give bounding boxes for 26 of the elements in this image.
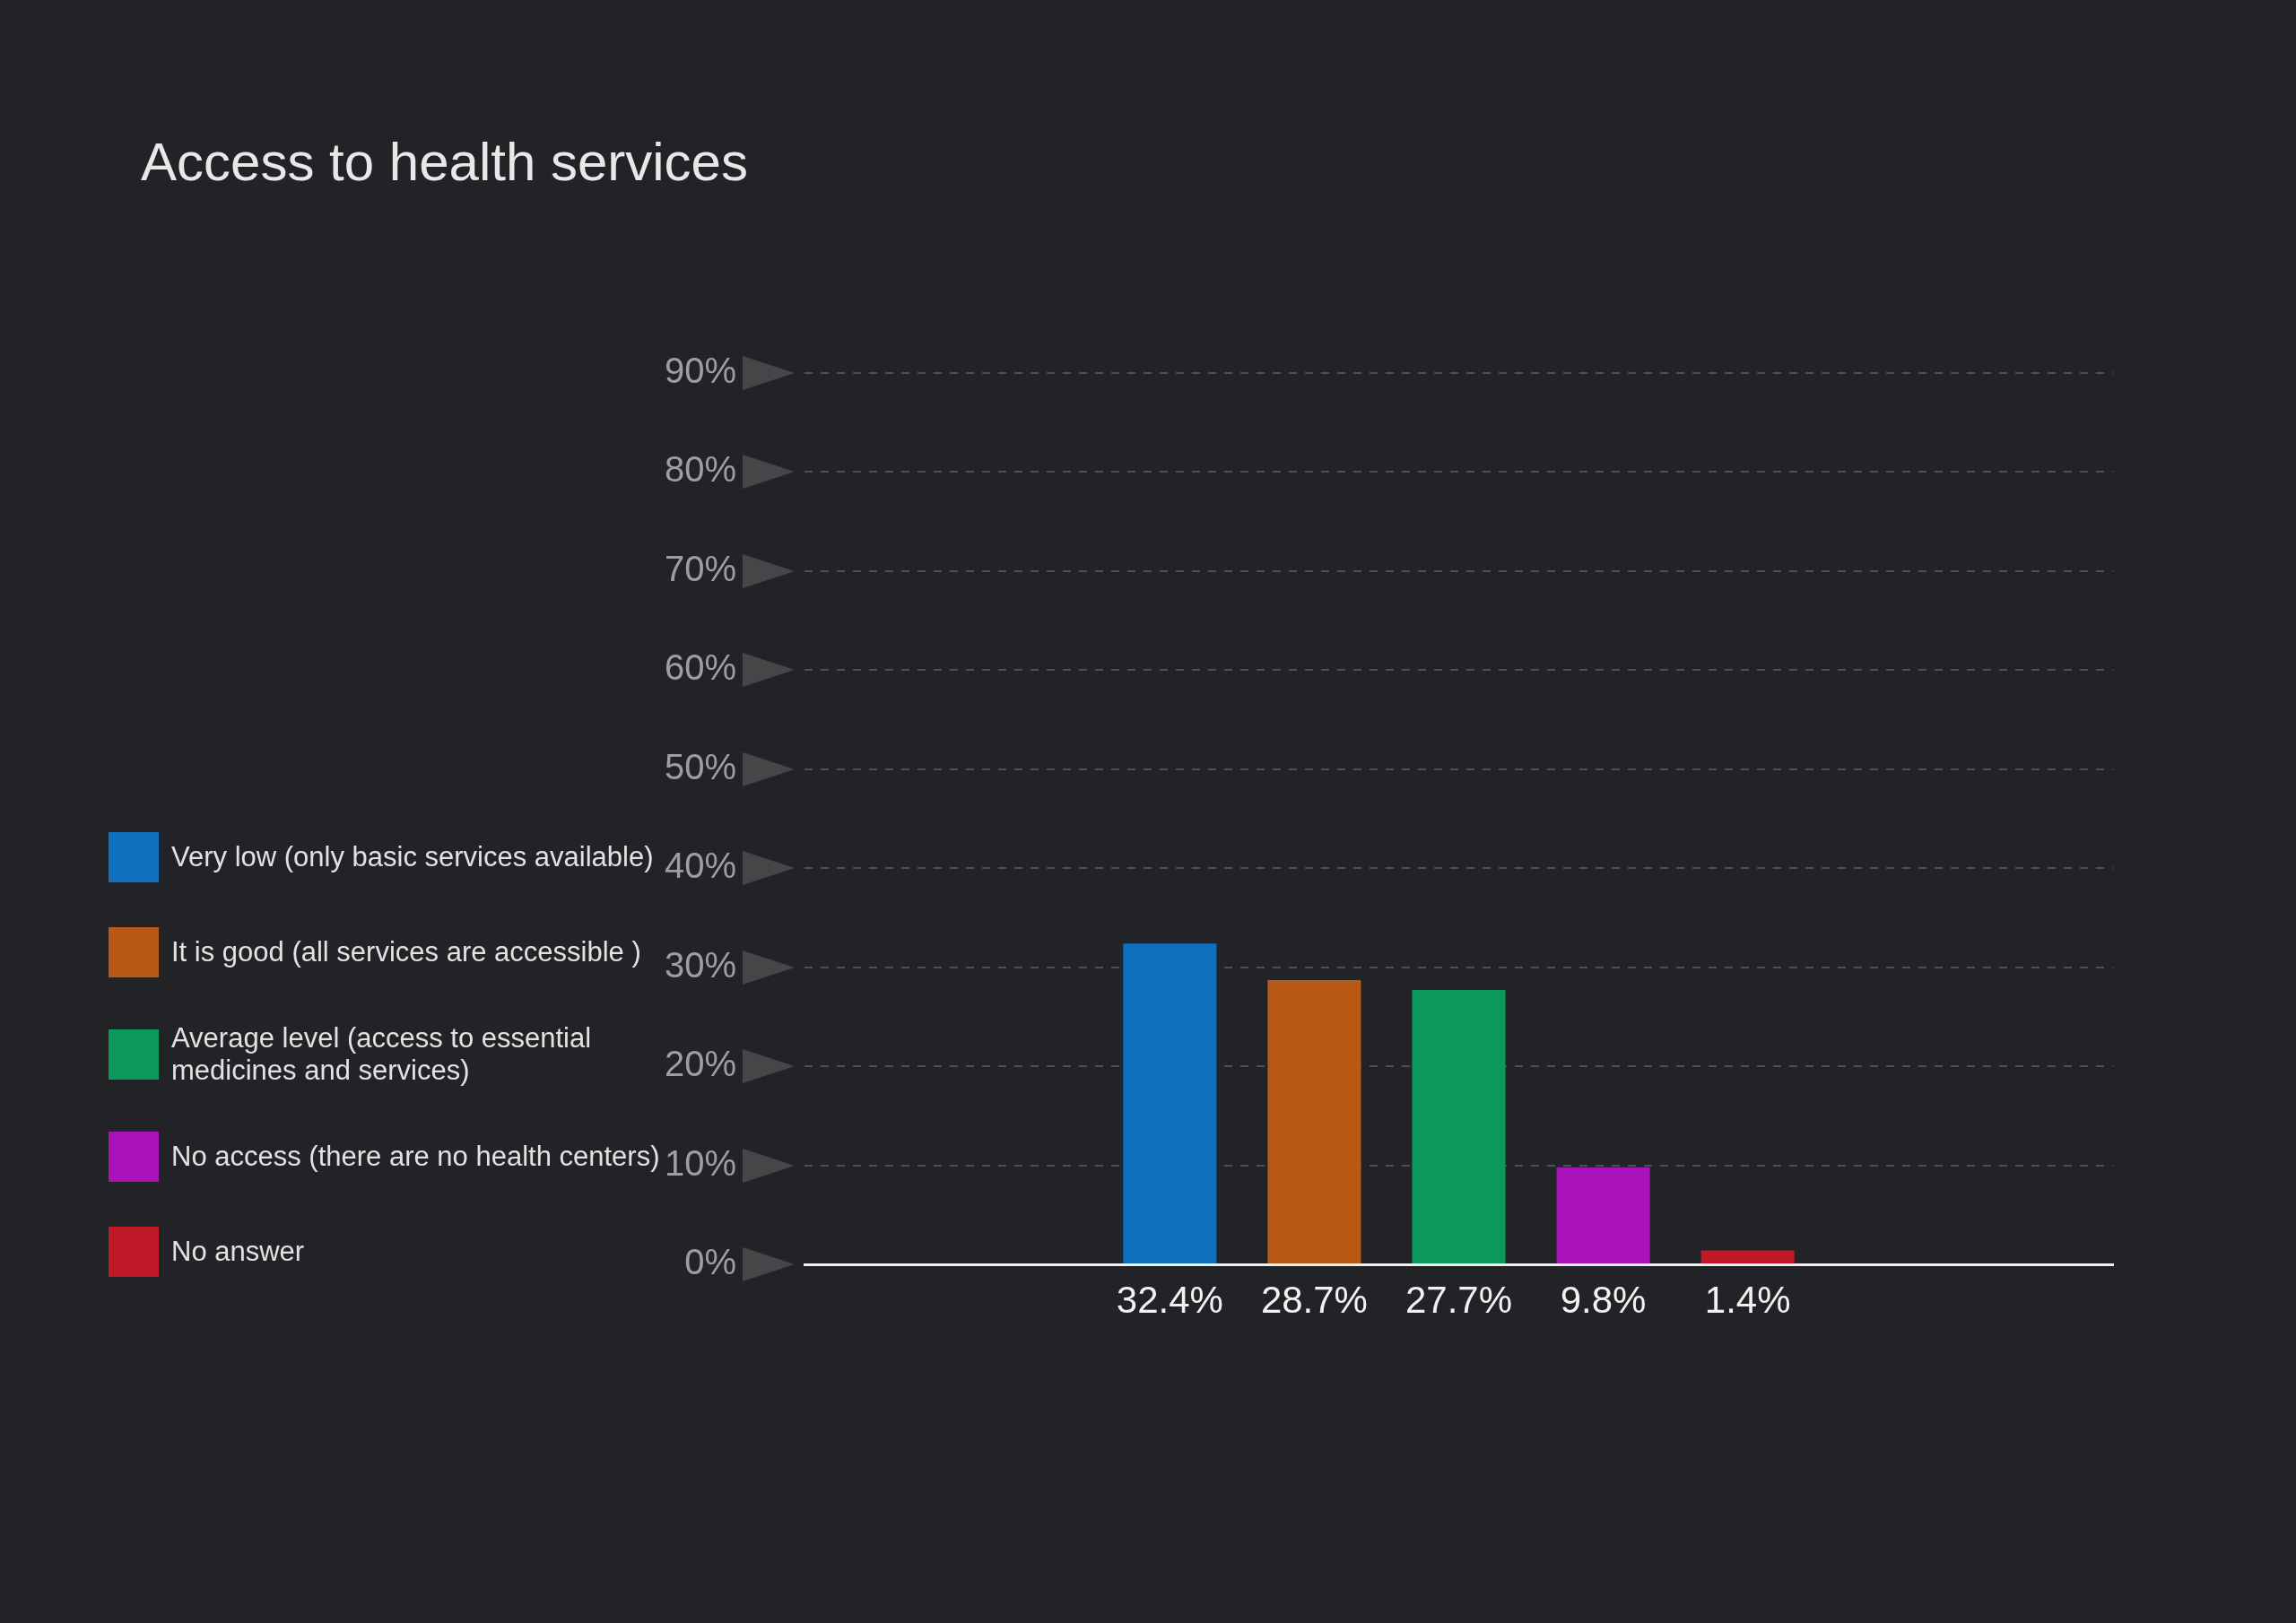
y-tick-label: 10% — [664, 1142, 736, 1183]
bar — [1700, 1250, 1795, 1263]
y-tick-label: 50% — [664, 746, 736, 786]
y-tick-label: 70% — [664, 548, 736, 588]
y-tick-label: 0% — [684, 1242, 736, 1282]
bar — [1267, 980, 1361, 1263]
y-tick-label: 30% — [664, 944, 736, 985]
bar — [1412, 990, 1506, 1263]
legend-label: No access (there are no health centers) — [171, 1141, 660, 1173]
legend-label: Average level (access to essential medicines and services) — [171, 1022, 592, 1086]
chart-title: Access to health services — [141, 132, 748, 192]
y-tick-label: 90% — [664, 351, 736, 391]
legend-label: Very low (only basic services available) — [171, 841, 654, 873]
bar — [1123, 943, 1217, 1263]
data-label: 32.4% — [1116, 1278, 1223, 1321]
data-label: 1.4% — [1704, 1278, 1791, 1321]
y-tick-label: 80% — [664, 449, 736, 490]
bar — [1556, 1167, 1650, 1263]
y-tick-label: 40% — [664, 846, 736, 886]
y-tick-label: 20% — [664, 1044, 736, 1084]
y-tick-label: 60% — [664, 647, 736, 688]
data-label: 28.7% — [1260, 1278, 1368, 1321]
legend-label: It is good (all services are accessible ) — [171, 936, 641, 968]
legend-label: No answer — [171, 1236, 305, 1268]
data-label: 9.8% — [1560, 1278, 1647, 1321]
data-label: 27.7% — [1405, 1278, 1513, 1321]
